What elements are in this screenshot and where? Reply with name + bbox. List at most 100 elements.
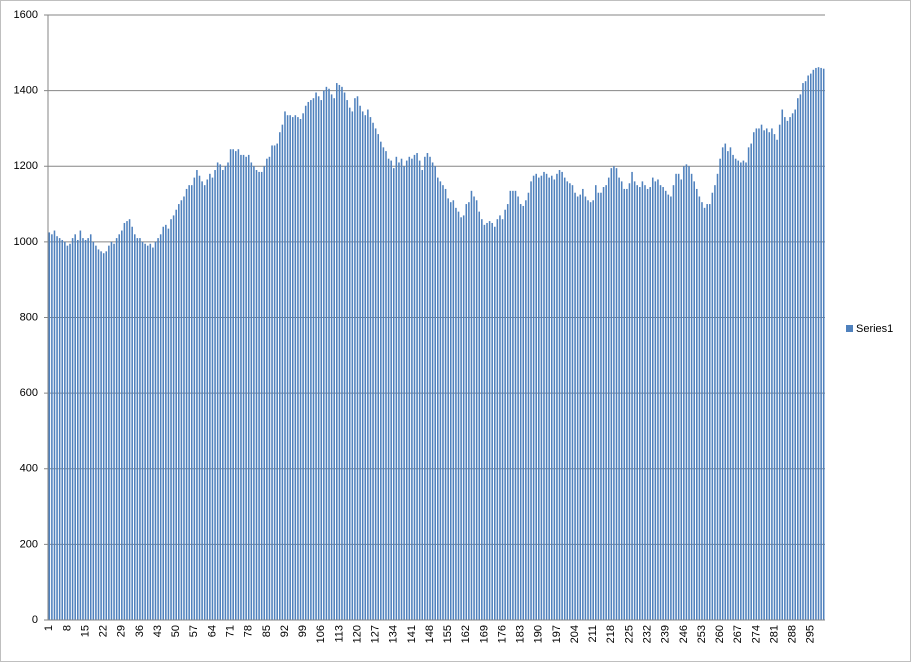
bar [227, 162, 229, 620]
x-tick-label: 176 [496, 625, 508, 643]
bar [600, 192, 602, 620]
bar [289, 115, 291, 620]
x-tick-label: 148 [424, 625, 436, 643]
y-tick-label: 1600 [14, 9, 38, 21]
bar [714, 185, 716, 620]
bar [69, 243, 71, 620]
bar [133, 234, 136, 620]
bar [734, 158, 737, 620]
bar [776, 139, 778, 620]
bar [519, 204, 522, 620]
bar [157, 238, 159, 620]
x-tick-label: 36 [134, 625, 146, 637]
bar [589, 202, 592, 620]
y-tick-label: 0 [32, 614, 38, 626]
x-tick-label: 8 [61, 625, 73, 631]
bar [540, 175, 543, 620]
bar [224, 166, 227, 620]
bar [216, 162, 219, 620]
y-tick-label: 400 [20, 463, 38, 475]
bar [639, 187, 641, 620]
bar [569, 183, 571, 620]
bar [563, 177, 566, 620]
bar [172, 215, 175, 620]
bar [297, 117, 299, 620]
bar [149, 243, 152, 620]
bar [677, 173, 680, 620]
bar [82, 238, 84, 620]
bar [745, 162, 747, 620]
x-tick-label: 141 [406, 625, 418, 643]
bar [491, 222, 493, 620]
bar [175, 209, 177, 620]
x-tick-label: 92 [279, 625, 291, 637]
bar [258, 171, 260, 620]
bar [457, 211, 460, 620]
bar [115, 238, 118, 620]
bar [442, 185, 444, 620]
bar [478, 211, 481, 620]
x-tick-label: 50 [170, 625, 182, 637]
bar [701, 202, 703, 620]
bar [146, 245, 149, 620]
bar [664, 190, 667, 620]
bar [271, 145, 273, 620]
bar [196, 170, 198, 620]
bar [336, 83, 338, 620]
bar [167, 228, 170, 620]
bar [250, 162, 253, 620]
bar [302, 113, 304, 620]
bar [532, 175, 535, 620]
bar [387, 158, 390, 620]
bar [752, 132, 755, 620]
bar [429, 156, 431, 620]
bar [299, 118, 302, 620]
bar [400, 158, 403, 620]
x-tick-label: 253 [696, 625, 708, 643]
bar [416, 153, 418, 620]
x-tick-label: 274 [750, 625, 762, 643]
bar [470, 190, 473, 620]
bar [802, 83, 804, 620]
bar [222, 170, 224, 620]
bar [385, 151, 387, 620]
x-tick-label: 15 [79, 625, 91, 637]
bar [703, 207, 706, 620]
bar [330, 94, 333, 620]
bar [809, 73, 812, 620]
bar [496, 219, 499, 620]
bar [688, 166, 690, 620]
bar [346, 100, 348, 620]
bar [486, 222, 488, 620]
bar [509, 190, 512, 620]
bar [651, 177, 654, 620]
bar [312, 98, 315, 620]
bar [74, 234, 76, 620]
bar [602, 187, 605, 620]
bar [152, 247, 154, 620]
bar [514, 190, 517, 620]
bar [165, 224, 167, 620]
bar [592, 200, 594, 620]
bar [607, 177, 610, 620]
bar [584, 196, 587, 620]
bar [706, 204, 708, 620]
bar [64, 241, 66, 620]
bar [812, 69, 815, 620]
bar [789, 117, 791, 620]
bar [198, 175, 201, 620]
bar [286, 115, 289, 620]
bar [229, 149, 232, 620]
bar [683, 166, 685, 620]
bar [763, 130, 765, 620]
bar [462, 215, 465, 620]
bar [279, 132, 281, 620]
bar [506, 204, 509, 620]
bar [240, 154, 242, 620]
y-tick-label: 1200 [14, 160, 38, 172]
bar [92, 241, 95, 620]
x-tick-label: 232 [641, 625, 653, 643]
bar [315, 92, 317, 620]
bar [708, 204, 711, 620]
